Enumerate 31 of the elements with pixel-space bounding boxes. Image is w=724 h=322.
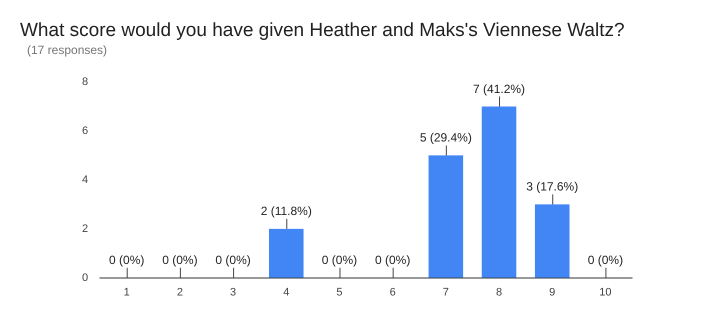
x-tick-label: 9 — [549, 286, 556, 298]
y-tick-label: 0 — [82, 272, 88, 284]
data-label: 3 (17.6%) — [526, 180, 578, 194]
chart-title: What score would you have given Heather and Maks's Viennese Waltz? — [20, 20, 625, 42]
x-tick-label: 7 — [442, 286, 449, 298]
bar — [534, 204, 570, 278]
data-label: 7 (41.2%) — [473, 82, 526, 96]
y-tick-label: 2 — [82, 222, 88, 235]
data-label: 0 (0%) — [322, 253, 358, 268]
y-tick-label: 8 — [82, 76, 88, 88]
data-label: 5 (29.4%) — [420, 130, 472, 145]
chart-subtitle: (17 responses) — [27, 43, 108, 57]
x-tick-label: 2 — [176, 286, 183, 298]
data-label: 0 (0%) — [109, 253, 144, 268]
data-label: 0 (0%) — [162, 253, 198, 268]
data-label: 0 (0%) — [215, 253, 251, 268]
x-tick-label: 5 — [336, 286, 343, 298]
y-tick-label: 4 — [82, 174, 88, 186]
x-tick-label: 3 — [230, 286, 236, 298]
y-tick-label: 6 — [82, 124, 88, 137]
bar — [428, 155, 464, 278]
data-label: 2 (11.8%) — [260, 204, 312, 218]
x-tick-label: 6 — [390, 286, 396, 298]
data-label: 0 (0%) — [588, 253, 624, 268]
bar — [482, 106, 516, 278]
x-tick-label: 4 — [283, 286, 290, 298]
x-tick-label: 10 — [599, 286, 612, 298]
data-label: 0 (0%) — [374, 253, 410, 268]
bar — [268, 228, 304, 278]
x-tick-label: 8 — [496, 286, 502, 298]
x-tick-label: 1 — [124, 286, 130, 298]
